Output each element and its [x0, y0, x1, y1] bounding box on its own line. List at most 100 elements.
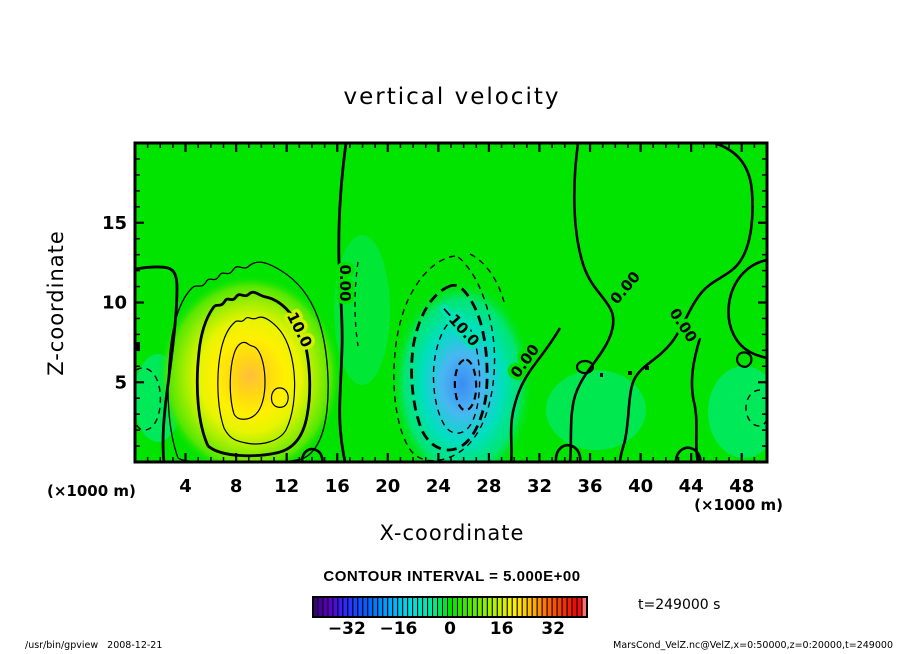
- contour-fragment: [645, 366, 649, 370]
- colorbar-cell: [516, 596, 523, 618]
- x-tick-label: 24: [426, 476, 451, 497]
- colorbar-cell: [327, 596, 334, 618]
- contour-zero-mid: [337, 143, 348, 462]
- field-tint: [708, 366, 767, 458]
- colorbar-cell: [556, 596, 563, 618]
- colorbar-cell: [576, 596, 583, 618]
- colorbar-cell: [432, 596, 439, 618]
- y-axis-unit-label: (×1000 m): [47, 482, 136, 500]
- contour-plus20-lobe: [270, 387, 289, 408]
- contour-bottom-bump: [554, 444, 582, 462]
- contour-minus15: [432, 317, 481, 434]
- colorbar-cell: [486, 596, 493, 618]
- colorbar-cell: [367, 596, 374, 618]
- colorbar-cell: [536, 596, 543, 618]
- colorbar-cell: [382, 596, 389, 618]
- colorbar-cell: [466, 596, 473, 618]
- colorbar-cell: [422, 596, 429, 618]
- colorbar-cell: [447, 596, 453, 618]
- x-tick-label: 32: [527, 476, 552, 497]
- colorbar-cell: [456, 596, 463, 618]
- contour-zero-pocket: [509, 327, 562, 462]
- x-tick-label: 28: [476, 476, 501, 497]
- y-tick-label: 15: [102, 213, 127, 234]
- x-tick-label: 40: [628, 476, 653, 497]
- colorbar-cell: [402, 596, 409, 618]
- contour-plus20: [229, 341, 266, 420]
- contour-dash-fragment: [354, 261, 359, 347]
- colorbar-cell: [571, 596, 578, 618]
- colorbar-tick-label: −32: [328, 619, 366, 639]
- colorbar-cell: [546, 596, 553, 618]
- contour-plus15: [217, 316, 296, 445]
- colorbar-cell: [481, 596, 488, 618]
- contour-bottom-bump: [300, 447, 324, 462]
- colorbar-cell: [412, 596, 419, 618]
- y-axis-label: Z-coordinate: [44, 230, 68, 376]
- colorbar-cell: [511, 596, 518, 618]
- x-axis-label: X-coordinate: [380, 521, 525, 545]
- colorbar-cell: [521, 596, 528, 618]
- contour-interval-text: CONTOUR INTERVAL = 5.000E+00: [323, 568, 580, 585]
- colorbar-cell: [506, 596, 513, 618]
- colorbar-cell: [471, 596, 478, 618]
- contour-zero-left: [135, 265, 179, 462]
- y-tick-label: 5: [114, 372, 127, 393]
- colorbar-cell: [357, 596, 364, 618]
- contour-zero-right-edge: [727, 258, 767, 360]
- contour-fragment: [628, 371, 632, 375]
- colorbar-cell: [347, 596, 354, 618]
- colorbar: [312, 596, 588, 618]
- colorbar-cell: [332, 596, 339, 618]
- solid-contours: [135, 143, 767, 462]
- contour-minus5-left: [135, 367, 162, 431]
- footer-program-info: /usr/bin/gpview 2008-12-21: [25, 640, 162, 651]
- axis-ticks: [135, 143, 767, 462]
- colorbar-cell: [496, 596, 503, 618]
- x-tick-label: 20: [375, 476, 400, 497]
- contour-minus20: [453, 358, 478, 412]
- contour-zero-meander: [690, 337, 702, 462]
- x-tick-label: 48: [729, 476, 754, 497]
- contour-zero-right1: [568, 143, 615, 462]
- negative-velocity-core: [390, 278, 534, 462]
- colorbar-cell: [541, 596, 548, 618]
- colorbar-cell: [407, 596, 414, 618]
- colorbar-cell: [377, 596, 384, 618]
- colorbar-tick-label: 0: [444, 619, 456, 639]
- contour-zero-right2: [618, 143, 754, 462]
- colorbar-cell: [322, 596, 329, 618]
- colorbar-cell: [392, 596, 399, 618]
- contour-plus5: [167, 261, 329, 462]
- x-tick-label: 4: [179, 476, 192, 497]
- colorbar-cell: [417, 596, 424, 618]
- contour-small-loop: [735, 351, 753, 368]
- contour-small-loop: [575, 359, 595, 375]
- contour-bottom-bump: [674, 446, 702, 462]
- contour-minus10: [410, 283, 489, 452]
- colorbar-cell: [437, 596, 444, 618]
- colorbar-cell: [317, 596, 324, 618]
- x-tick-label: 16: [325, 476, 350, 497]
- colorbar-cell: [362, 596, 369, 618]
- time-label: t=249000 s: [638, 597, 720, 613]
- colorbar-tick-label: 32: [541, 619, 565, 639]
- colorbar-cell: [397, 596, 404, 618]
- colorbar-tick-label: −16: [379, 619, 417, 639]
- colorbar-cell: [561, 596, 568, 618]
- x-axis-unit-label: (×1000 m): [694, 496, 783, 514]
- x-tick-label: 44: [679, 476, 704, 497]
- colorbar-tick-label: 16: [490, 619, 514, 639]
- plot-title: vertical velocity: [344, 84, 561, 110]
- colorbar-labels: −32 −16 0 16 32: [328, 619, 565, 639]
- field-tint: [334, 235, 390, 385]
- contour-label: 0.00: [336, 264, 354, 301]
- colorbar-cell: [491, 596, 498, 618]
- footer-dataset-info: MarsCond_VelZ.nc@VelZ,x=0:50000,z=0:2000…: [613, 640, 893, 651]
- contour-dash-fragment: [469, 253, 505, 303]
- colorbar-cell: [372, 596, 379, 618]
- colorbar-cell: [427, 596, 434, 618]
